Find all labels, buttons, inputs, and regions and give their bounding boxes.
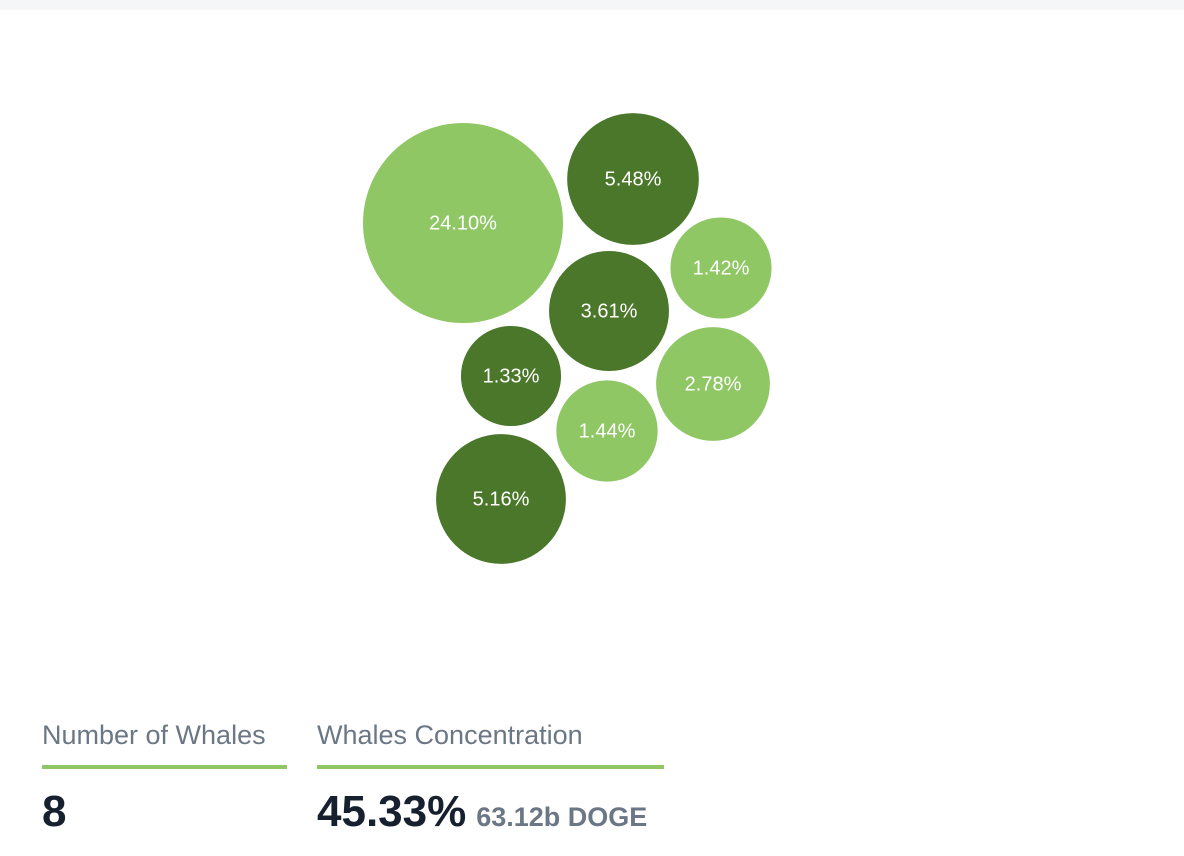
- stat-value: 8: [42, 787, 67, 836]
- bubble-label: 1.33%: [483, 365, 540, 387]
- stat-detail: 63.12b DOGE: [476, 802, 648, 832]
- stat-label: Number of Whales: [42, 720, 287, 769]
- stat-value-row: 45.33% 63.12b DOGE: [317, 787, 664, 837]
- bubble: [436, 434, 566, 564]
- bubble: [556, 380, 658, 482]
- bubble-label: 1.42%: [693, 257, 750, 279]
- bubble: [670, 217, 772, 319]
- bubble-label: 1.44%: [579, 420, 636, 442]
- bubble-label: 5.48%: [605, 168, 662, 190]
- bubble: [460, 325, 562, 427]
- bubble-chart: 24.10% 5.48% 1.42% 3.61% 1.33% 2.78% 1.44% 5.16…: [363, 113, 772, 564]
- bubble-label: 2.78%: [685, 373, 742, 395]
- bubble: [656, 327, 770, 441]
- stat-whales: Number of Whales 8: [42, 720, 287, 837]
- bubble: [567, 113, 699, 245]
- bubble-label: 5.16%: [473, 488, 530, 510]
- bubble-label: 3.61%: [581, 300, 638, 322]
- stat-concentration: Whales Concentration 45.33% 63.12b DOGE: [317, 720, 664, 837]
- stat-label: Whales Concentration: [317, 720, 664, 769]
- top-bar: [0, 0, 1184, 10]
- bubble-label: 24.10%: [429, 212, 497, 234]
- stat-value: 45.33%: [317, 787, 467, 836]
- bubble: [363, 123, 563, 323]
- bubble: [549, 251, 669, 371]
